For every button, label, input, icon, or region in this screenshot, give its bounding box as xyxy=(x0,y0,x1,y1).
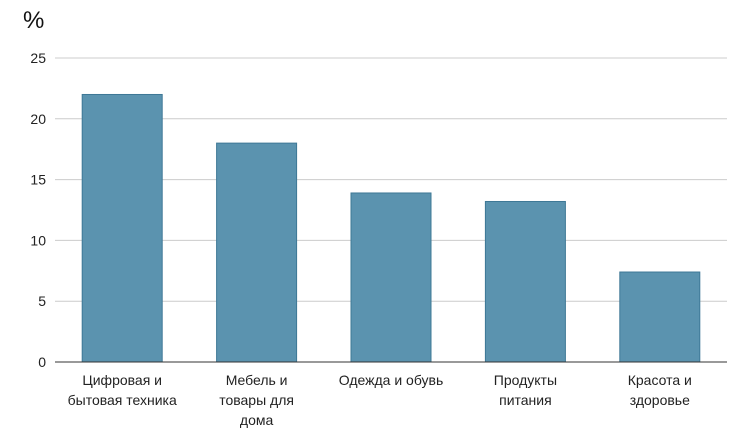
bar xyxy=(350,192,432,363)
x-category-label-line: Цифровая и xyxy=(82,372,162,388)
x-category-label-line: товары для xyxy=(219,392,294,408)
x-category-label-line: Красота и xyxy=(628,372,692,388)
bar xyxy=(484,200,566,363)
x-category-label: Цифровая и бытовая техника xyxy=(68,372,177,408)
bar xyxy=(216,142,298,363)
x-category-label-line: бытовая техника xyxy=(68,392,177,408)
bar xyxy=(81,93,163,363)
x-category-label: Красота и здоровье xyxy=(628,372,692,408)
x-category-label-line: дома xyxy=(240,412,274,428)
x-axis-labels: Цифровая и бытовая техника Мебель и товары … xyxy=(68,372,692,428)
y-tick-label: 10 xyxy=(30,232,46,248)
x-category-label-line: питания xyxy=(499,392,552,408)
x-category-label: Одежда и обувь xyxy=(339,372,444,388)
x-category-label-line: здоровье xyxy=(630,392,690,408)
x-category-label: Мебель и товары для дома xyxy=(219,372,294,428)
y-tick-label: 5 xyxy=(38,293,46,309)
bar xyxy=(619,271,701,363)
x-category-label-line: Продукты xyxy=(494,372,557,388)
x-category-label-line: Одежда и обувь xyxy=(339,372,444,388)
gridlines xyxy=(55,57,727,302)
y-axis-ticks: 0 5 10 15 20 25 xyxy=(30,50,46,370)
y-tick-label: 0 xyxy=(38,354,46,370)
x-category-label: Продукты питания xyxy=(494,372,557,408)
x-category-label-line: Мебель и xyxy=(226,372,288,388)
y-unit-label: % xyxy=(23,7,44,34)
y-tick-label: 20 xyxy=(30,111,46,127)
bars xyxy=(81,93,701,363)
y-tick-label: 15 xyxy=(30,172,46,188)
y-tick-label: 25 xyxy=(30,50,46,66)
